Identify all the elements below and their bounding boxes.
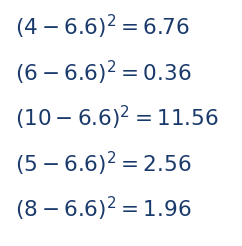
Text: $(10 - 6.6)^2 = 11.56$: $(10 - 6.6)^2 = 11.56$ <box>15 104 218 132</box>
Text: $(5 - 6.6)^2 = 2.56$: $(5 - 6.6)^2 = 2.56$ <box>15 150 191 178</box>
Text: $(6 - 6.6)^2 = 0.36$: $(6 - 6.6)^2 = 0.36$ <box>15 59 191 87</box>
Text: $(8 - 6.6)^2 = 1.96$: $(8 - 6.6)^2 = 1.96$ <box>15 195 191 223</box>
Text: $(4 - 6.6)^2 = 6.76$: $(4 - 6.6)^2 = 6.76$ <box>15 13 189 41</box>
